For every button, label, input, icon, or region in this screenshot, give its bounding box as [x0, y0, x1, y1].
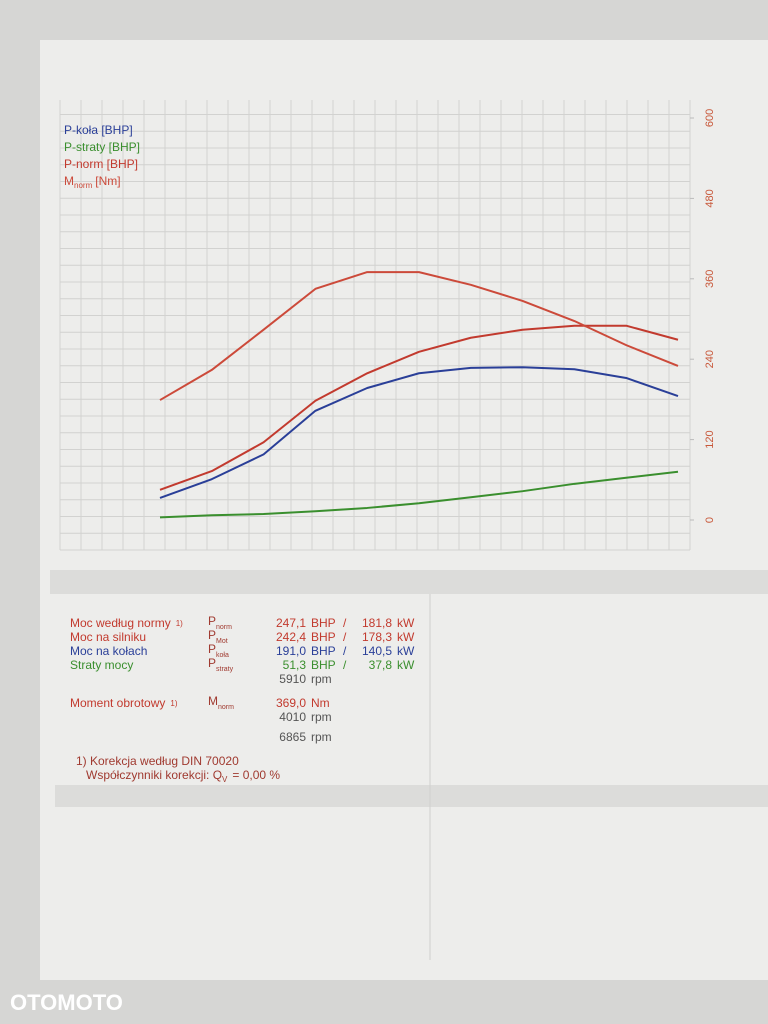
unit: BHP — [311, 658, 336, 672]
note: 1) — [176, 619, 183, 628]
value2: 178,3 — [362, 630, 392, 644]
label-text: Moc na silniku — [70, 630, 146, 644]
y-tick-label: 0 — [704, 517, 716, 523]
series-line — [159, 324, 679, 491]
symbol: Pnorm — [208, 614, 232, 631]
separator: / — [343, 658, 347, 672]
legend-text: M — [64, 174, 74, 188]
value: 369,0 — [276, 696, 306, 710]
separator: / — [343, 644, 347, 658]
symbol-main: M — [208, 694, 218, 708]
row-label: Moc na kołach — [70, 644, 147, 658]
chart: 0 120 240 360 480 600 P-koła [BHP] P-straty [BH… — [59, 100, 716, 551]
symbol: Pstraty — [208, 656, 234, 673]
symbol-sub: Mot — [216, 638, 228, 645]
correction: Współczynniki korekcji: QV = 0,00 % — [86, 768, 280, 784]
row-label: Moment obrotowy 1) — [70, 696, 178, 710]
label-text: Moment obrotowy — [70, 696, 165, 710]
symbol-sub: straty — [216, 666, 234, 673]
results: Moc według normy 1) Pnorm 247,1 BHP / 181,8 kW M… — [70, 614, 415, 784]
symbol-sub: norm — [216, 624, 232, 631]
value: 242,4 — [276, 630, 306, 644]
symbol-main: P — [208, 628, 216, 642]
value2: 181,8 — [362, 616, 392, 630]
legend-entry: P-norm [BHP] — [64, 157, 138, 171]
y-tick-label: 600 — [704, 109, 716, 127]
value: 191,0 — [276, 644, 306, 658]
legend-text: P-koła [BHP] — [64, 123, 133, 137]
value: 6865 — [279, 730, 306, 744]
correction-value: = 0,00 % — [232, 768, 280, 782]
unit: BHP — [311, 616, 336, 630]
value: 4010 — [279, 710, 306, 724]
value2: 37,8 — [369, 658, 393, 672]
unit2: kW — [397, 658, 415, 672]
correction-text: Współczynniki korekcji: Q — [86, 768, 222, 782]
section-bar — [50, 570, 768, 594]
symbol-main: P — [208, 656, 216, 670]
paper — [40, 40, 768, 980]
unit: rpm — [311, 672, 332, 686]
legend-text: P-norm [BHP] — [64, 157, 138, 171]
value: 51,3 — [283, 658, 307, 672]
legend-entry: P-straty [BHP] — [64, 140, 140, 154]
symbol: PMot — [208, 628, 228, 645]
footnote: 1) Korekcja według DIN 70020 — [76, 754, 239, 768]
unit2: kW — [397, 644, 415, 658]
legend-entry: P-koła [BHP] — [64, 123, 133, 137]
note: 1) — [170, 699, 177, 708]
series-line — [159, 366, 679, 499]
unit: rpm — [311, 710, 332, 724]
unit2: kW — [397, 616, 415, 630]
series-line — [159, 470, 679, 519]
row-label: Moc według normy 1) — [70, 616, 183, 630]
logo: OTOMOTO — [10, 990, 123, 1015]
unit: Nm — [311, 696, 330, 710]
separator: / — [343, 616, 347, 630]
symbol-main: P — [208, 614, 216, 628]
symbol: Mnorm — [208, 694, 234, 711]
row-label: Moc na silniku — [70, 630, 146, 644]
value: 247,1 — [276, 616, 306, 630]
symbol-sub: koła — [216, 652, 229, 659]
label-text: Straty mocy — [70, 658, 133, 672]
section-bar — [55, 785, 768, 807]
y-tick-label: 240 — [704, 350, 716, 368]
correction-sub: V — [222, 775, 228, 784]
unit: BHP — [311, 644, 336, 658]
legend-unit: [Nm] — [95, 174, 120, 188]
label-text: Moc według normy — [70, 616, 171, 630]
row-label: Straty mocy — [70, 658, 133, 672]
symbol-main: P — [208, 642, 216, 656]
symbol-sub: norm — [218, 704, 234, 711]
unit: rpm — [311, 730, 332, 744]
value: 5910 — [279, 672, 306, 686]
value2: 140,5 — [362, 644, 392, 658]
y-tick-label: 360 — [704, 270, 716, 288]
separator: / — [343, 630, 347, 644]
unit2: kW — [397, 630, 415, 644]
label-text: Moc na kołach — [70, 644, 147, 658]
legend-text: P-straty [BHP] — [64, 140, 140, 154]
y-tick-label: 120 — [704, 430, 716, 448]
symbol: Pkoła — [208, 642, 229, 659]
y-tick-label: 480 — [704, 189, 716, 207]
series-line — [159, 271, 679, 401]
unit: BHP — [311, 630, 336, 644]
legend-entry: Mnorm [Nm] — [64, 174, 121, 190]
legend-sub: norm — [74, 181, 93, 190]
